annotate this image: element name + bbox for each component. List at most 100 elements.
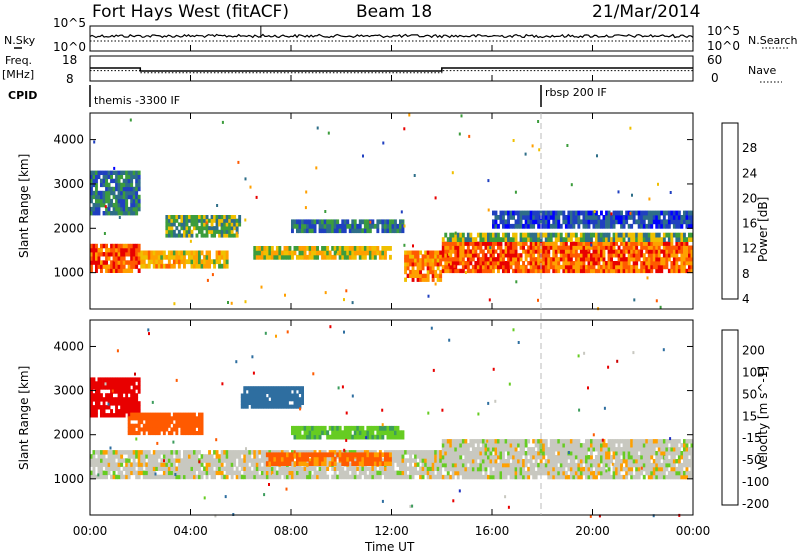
power-cell: [632, 253, 636, 258]
velocity-cell: [549, 474, 553, 480]
power-cell: [371, 254, 375, 260]
power-cell: [569, 249, 573, 254]
power-cell: [572, 249, 576, 254]
velocity-cell: [366, 434, 370, 440]
power-cell: [672, 215, 676, 220]
velocity-cell: [198, 423, 201, 428]
velocity-cell: [499, 466, 503, 472]
power-cell: [451, 257, 455, 262]
velocity-cell: [105, 397, 108, 402]
power-cell: [537, 223, 541, 229]
velocity-cell: [160, 427, 164, 432]
velocity-cell: [456, 451, 460, 456]
velocity-cell: [384, 474, 387, 480]
power-cell: [554, 268, 558, 274]
power-cell: [519, 223, 523, 229]
power-cell: [471, 268, 475, 274]
power-cell: [579, 232, 583, 238]
power-cell: [642, 257, 646, 262]
power-cell: [218, 215, 221, 220]
velocity-cell: [273, 470, 277, 476]
power-cell: [411, 269, 415, 275]
velocity-cell: [431, 462, 435, 467]
velocity-cell: [492, 447, 495, 452]
velocity-cell: [610, 447, 613, 452]
power-cell: [409, 269, 412, 275]
power-cell: [288, 250, 292, 256]
velocity-cell: [225, 466, 229, 471]
velocity-speck: [517, 341, 520, 344]
velocity-cell: [258, 404, 262, 409]
power-cell: [102, 190, 106, 196]
velocity-cell: [180, 427, 184, 432]
velocity-cell: [456, 459, 460, 464]
velocity-cell: [250, 400, 254, 405]
velocity-cell: [366, 466, 370, 471]
velocity-speck: [411, 504, 414, 508]
velocity-cell: [145, 412, 149, 417]
velocity-cell: [436, 466, 440, 471]
velocity-cell: [155, 427, 159, 432]
power-cell: [677, 268, 681, 274]
velocity-cell: [162, 466, 166, 471]
velocity-cell: [296, 461, 299, 466]
velocity-cell: [248, 474, 252, 480]
power-cell: [155, 254, 159, 260]
velocity-cell: [190, 416, 194, 421]
velocity-cell: [301, 389, 304, 394]
power-cell: [542, 249, 546, 254]
power-cell: [188, 254, 191, 260]
velocity-cell: [273, 452, 277, 458]
power-cell: [177, 215, 181, 220]
velocity-cell: [434, 450, 438, 455]
velocity-cell: [132, 458, 136, 463]
power-cell: [592, 253, 596, 258]
power-cell: [552, 261, 556, 266]
velocity-speck: [271, 474, 274, 477]
power-cell: [612, 241, 616, 246]
power-cell: [532, 237, 536, 242]
velocity-cell: [492, 459, 495, 464]
power-speck: [305, 190, 308, 194]
power-cell: [343, 250, 347, 256]
power-cell: [595, 261, 598, 266]
power-cell: [650, 245, 654, 250]
velocity-cell: [132, 462, 136, 467]
power-cell: [368, 223, 372, 229]
power-cell: [600, 237, 603, 242]
power-speck: [255, 195, 258, 199]
power-cell: [97, 264, 101, 269]
velocity-cell: [582, 470, 586, 476]
power-cell: [170, 229, 174, 234]
power-cell: [645, 223, 649, 229]
velocity-cell: [534, 474, 538, 480]
velocity-cell: [612, 474, 616, 480]
power-cell: [464, 261, 468, 266]
power-cell: [620, 210, 623, 216]
power-cell: [439, 269, 443, 275]
power-cell: [554, 245, 558, 250]
power-cell: [135, 190, 139, 196]
velocity-cell: [363, 452, 367, 458]
power-cell: [429, 254, 433, 259]
power-cell: [567, 237, 571, 242]
velocity-cell: [135, 393, 139, 398]
velocity-cell: [414, 470, 417, 476]
power-cell: [394, 219, 397, 225]
velocity-cell: [190, 427, 194, 432]
power-cell: [127, 243, 131, 249]
velocity-cell: [662, 443, 666, 448]
velocity-cell: [451, 470, 455, 476]
power-cell: [647, 257, 651, 262]
power-cell: [519, 215, 523, 220]
velocity-cell: [479, 439, 483, 444]
velocity-cell: [150, 412, 154, 417]
velocity-cell: [296, 466, 299, 471]
velocity-cell: [308, 474, 312, 480]
power-cell: [605, 264, 608, 270]
power-cell: [527, 249, 531, 254]
velocity-cell: [195, 423, 199, 428]
power-cell: [97, 211, 101, 216]
velocity-cell: [597, 462, 601, 468]
velocity-cell: [170, 420, 174, 425]
